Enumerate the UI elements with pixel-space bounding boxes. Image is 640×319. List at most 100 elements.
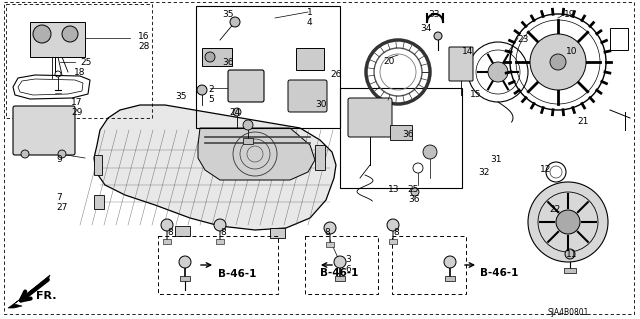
- Text: 9: 9: [56, 155, 61, 164]
- Text: B-46-1: B-46-1: [480, 268, 518, 278]
- Circle shape: [358, 106, 382, 130]
- Circle shape: [233, 108, 241, 116]
- Text: 3: 3: [345, 255, 351, 264]
- FancyBboxPatch shape: [94, 155, 102, 175]
- Bar: [340, 88, 462, 188]
- Circle shape: [205, 52, 215, 62]
- Text: 35: 35: [222, 10, 234, 19]
- Text: 22: 22: [549, 205, 560, 214]
- Text: 21: 21: [577, 117, 588, 126]
- Text: 35: 35: [175, 92, 186, 101]
- Text: 5: 5: [208, 95, 214, 104]
- Text: 10: 10: [566, 47, 577, 56]
- Text: 14: 14: [462, 47, 474, 56]
- Circle shape: [62, 26, 78, 42]
- Text: SJA4B0801: SJA4B0801: [548, 308, 589, 317]
- Bar: [392, 236, 466, 294]
- Bar: [305, 236, 378, 294]
- Text: 17: 17: [71, 98, 83, 107]
- Circle shape: [565, 249, 575, 259]
- Polygon shape: [94, 105, 336, 230]
- Circle shape: [411, 188, 419, 196]
- Circle shape: [334, 256, 346, 268]
- FancyBboxPatch shape: [202, 48, 232, 66]
- Circle shape: [423, 145, 437, 159]
- Polygon shape: [198, 128, 315, 180]
- Text: 27: 27: [56, 203, 67, 212]
- Circle shape: [528, 182, 608, 262]
- Circle shape: [161, 219, 173, 231]
- Text: 36: 36: [408, 195, 419, 204]
- FancyBboxPatch shape: [326, 242, 334, 247]
- FancyBboxPatch shape: [296, 48, 324, 70]
- Circle shape: [55, 71, 61, 77]
- Text: 25: 25: [80, 58, 92, 67]
- FancyBboxPatch shape: [216, 239, 224, 244]
- Bar: [158, 236, 278, 294]
- FancyBboxPatch shape: [228, 70, 264, 102]
- Text: 4: 4: [307, 18, 312, 27]
- FancyBboxPatch shape: [335, 276, 345, 281]
- Text: 28: 28: [138, 42, 149, 51]
- Circle shape: [243, 120, 253, 130]
- Text: 19: 19: [564, 10, 575, 19]
- FancyBboxPatch shape: [94, 195, 104, 209]
- FancyBboxPatch shape: [445, 276, 455, 281]
- Text: 8: 8: [393, 228, 399, 237]
- Circle shape: [550, 54, 566, 70]
- Text: FR.: FR.: [36, 291, 56, 301]
- Circle shape: [297, 88, 313, 104]
- Text: 6: 6: [345, 265, 351, 274]
- Text: 33: 33: [428, 10, 440, 19]
- Circle shape: [488, 62, 508, 82]
- FancyBboxPatch shape: [30, 22, 85, 57]
- Circle shape: [434, 32, 442, 40]
- Circle shape: [530, 34, 586, 90]
- Circle shape: [214, 219, 226, 231]
- Text: 26: 26: [330, 70, 341, 79]
- Text: 32: 32: [478, 168, 490, 177]
- Text: 13: 13: [388, 185, 399, 194]
- FancyBboxPatch shape: [564, 268, 576, 273]
- Text: 7: 7: [56, 193, 61, 202]
- Text: 23: 23: [517, 35, 529, 44]
- FancyBboxPatch shape: [390, 125, 412, 140]
- Text: 31: 31: [490, 155, 502, 164]
- FancyBboxPatch shape: [348, 98, 392, 137]
- FancyBboxPatch shape: [243, 138, 253, 144]
- Circle shape: [230, 17, 240, 27]
- FancyBboxPatch shape: [389, 239, 397, 244]
- FancyBboxPatch shape: [288, 80, 327, 112]
- Text: 30: 30: [315, 100, 326, 109]
- Text: 12: 12: [540, 165, 552, 174]
- Circle shape: [324, 222, 336, 234]
- Text: 8: 8: [324, 228, 330, 237]
- FancyBboxPatch shape: [315, 145, 325, 170]
- Text: 24: 24: [229, 108, 240, 117]
- Text: 15: 15: [470, 90, 481, 99]
- FancyBboxPatch shape: [180, 276, 190, 281]
- Circle shape: [33, 25, 51, 43]
- Text: 20: 20: [383, 57, 394, 66]
- Text: 29: 29: [71, 108, 83, 117]
- Text: 8: 8: [220, 228, 226, 237]
- Circle shape: [234, 76, 254, 96]
- Text: 18: 18: [74, 68, 86, 77]
- FancyBboxPatch shape: [175, 226, 190, 236]
- FancyBboxPatch shape: [270, 228, 285, 238]
- Text: 8: 8: [167, 228, 173, 237]
- Text: 2: 2: [208, 85, 214, 94]
- Text: 36: 36: [222, 58, 234, 67]
- Bar: [6, 4, 152, 118]
- Text: 34: 34: [420, 24, 431, 33]
- Circle shape: [387, 219, 399, 231]
- Polygon shape: [8, 275, 50, 308]
- Circle shape: [556, 210, 580, 234]
- Text: 36: 36: [402, 130, 413, 139]
- Text: 1: 1: [307, 8, 313, 17]
- Text: 11: 11: [566, 250, 577, 259]
- Text: 16: 16: [138, 32, 150, 41]
- Circle shape: [58, 150, 66, 158]
- Text: B-46-1: B-46-1: [320, 268, 358, 278]
- Circle shape: [444, 256, 456, 268]
